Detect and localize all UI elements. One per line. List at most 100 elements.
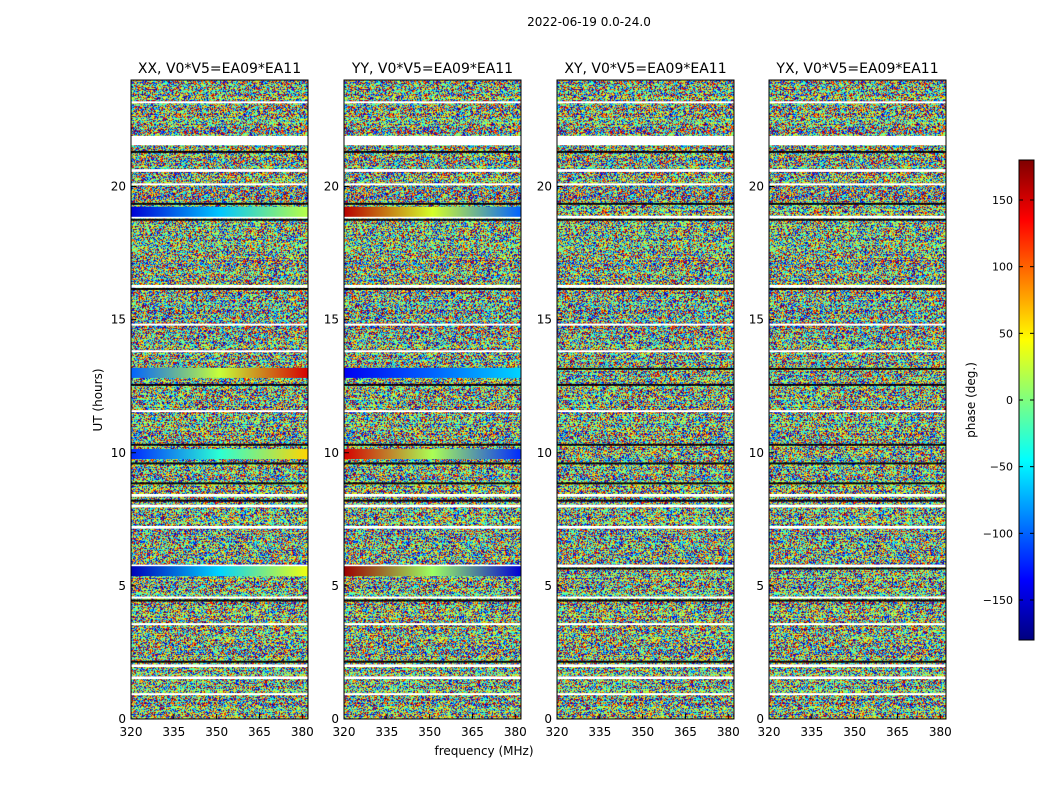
- flagged-band: [769, 323, 946, 326]
- band-edge-line: [344, 218, 521, 221]
- flagged-band: [344, 410, 521, 413]
- y-tick-label: 0: [118, 712, 126, 726]
- flagged-band: [557, 101, 734, 104]
- flagged-band: [769, 169, 946, 172]
- band-edge-line: [769, 218, 946, 221]
- y-tick-label: 10: [111, 446, 126, 460]
- flagged-band: [344, 623, 521, 626]
- band-edge-line: [557, 567, 734, 570]
- y-tick-label: 0: [756, 712, 764, 726]
- flagged-band: [344, 169, 521, 172]
- flagged-band: [344, 350, 521, 353]
- coherent-phase-band: [344, 566, 521, 577]
- y-tick-label: 0: [331, 712, 339, 726]
- band-edge-line: [769, 367, 946, 370]
- flagged-band: [769, 504, 946, 508]
- coherent-phase-band: [131, 367, 308, 378]
- y-tick-label: 20: [111, 180, 126, 194]
- panel-title: YX, V0*V5=EA09*EA11: [775, 61, 938, 77]
- colorbar-tick-label: −100: [983, 527, 1013, 540]
- figure-suptitle: 2022-06-19 0.0-24.0: [527, 15, 651, 29]
- band-edge-line: [557, 443, 734, 446]
- flagged-band: [769, 135, 946, 146]
- coherent-phase-band: [131, 449, 308, 460]
- y-tick-label: 10: [324, 446, 339, 460]
- band-edge-line: [557, 462, 734, 465]
- flagged-band: [131, 215, 308, 219]
- coherent-phase-band: [131, 206, 308, 217]
- y-tick-label: 5: [331, 579, 339, 593]
- flagged-band: [131, 135, 308, 146]
- x-tick-label: 350: [843, 725, 866, 739]
- band-edge-line: [557, 499, 734, 502]
- flagged-band: [344, 285, 521, 288]
- band-edge-line: [769, 150, 946, 153]
- flagged-band: [344, 494, 521, 497]
- phase-noise-field: [344, 80, 521, 719]
- y-tick-label: 5: [118, 579, 126, 593]
- panel-title: XY, V0*V5=EA09*EA11: [564, 61, 726, 77]
- colorbar-tick-label: −150: [983, 594, 1013, 607]
- flagged-band: [769, 564, 946, 568]
- flagged-band: [557, 664, 734, 668]
- flagged-band: [769, 676, 946, 680]
- x-tick-label: 350: [418, 725, 441, 739]
- x-tick-label: 380: [717, 725, 740, 739]
- band-edge-line: [557, 150, 734, 153]
- flagged-band: [131, 693, 308, 696]
- flagged-band: [769, 215, 946, 219]
- band-edge-line: [557, 202, 734, 205]
- flagged-band: [769, 596, 946, 599]
- flagged-band: [557, 623, 734, 626]
- band-edge-line: [344, 443, 521, 446]
- phase-noise-field: [131, 80, 308, 719]
- flagged-band: [557, 135, 734, 146]
- x-tick-label: 380: [291, 725, 314, 739]
- flagged-band: [344, 215, 521, 219]
- y-tick-label: 20: [749, 180, 764, 194]
- x-tick-label: 365: [461, 725, 484, 739]
- band-edge-line: [557, 482, 734, 485]
- flagged-band: [344, 693, 521, 696]
- colorbar-tick-label: −50: [990, 461, 1013, 474]
- band-edge-line: [769, 462, 946, 465]
- band-edge-line: [131, 660, 308, 663]
- flagged-band: [344, 676, 521, 680]
- flagged-band: [557, 350, 734, 353]
- flagged-band: [131, 504, 308, 508]
- band-edge-line: [344, 202, 521, 205]
- y-tick-label: 5: [756, 579, 764, 593]
- x-tick-label: 320: [758, 725, 781, 739]
- flagged-band: [769, 494, 946, 497]
- panel-title: XX, V0*V5=EA09*EA11: [138, 61, 301, 77]
- flagged-band: [557, 525, 734, 529]
- y-tick-label: 10: [537, 446, 552, 460]
- flagged-band: [344, 504, 521, 508]
- y-tick-label: 15: [324, 313, 339, 327]
- flagged-band: [131, 410, 308, 413]
- x-tick-label: 380: [504, 725, 527, 739]
- band-edge-line: [344, 482, 521, 485]
- phase-noise-field: [557, 80, 734, 719]
- flagged-band: [131, 596, 308, 599]
- y-tick-label: 10: [749, 446, 764, 460]
- flagged-band: [344, 564, 521, 568]
- flagged-band: [557, 410, 734, 413]
- flagged-band: [557, 169, 734, 172]
- panel-3: YX, V0*V5=EA09*EA11 320 335 350 365 380 0 5 10 15…: [749, 61, 952, 739]
- panel-0: XX, V0*V5=EA09*EA11 320 335 350 365 380 0 5 10 15…: [111, 61, 314, 739]
- x-tick-label: 365: [886, 725, 909, 739]
- band-edge-line: [557, 367, 734, 370]
- flagged-band: [131, 676, 308, 680]
- panel-2: XY, V0*V5=EA09*EA11 320 335 350 365 380 0 5 10 15…: [537, 61, 740, 739]
- coherent-phase-band: [344, 449, 521, 460]
- flagged-band: [131, 323, 308, 326]
- flagged-band: [769, 693, 946, 696]
- y-tick-label: 0: [544, 712, 552, 726]
- y-tick-label: 15: [749, 313, 764, 327]
- flagged-band: [344, 525, 521, 529]
- band-edge-line: [769, 599, 946, 602]
- flagged-band: [344, 664, 521, 668]
- band-edge-line: [131, 288, 308, 291]
